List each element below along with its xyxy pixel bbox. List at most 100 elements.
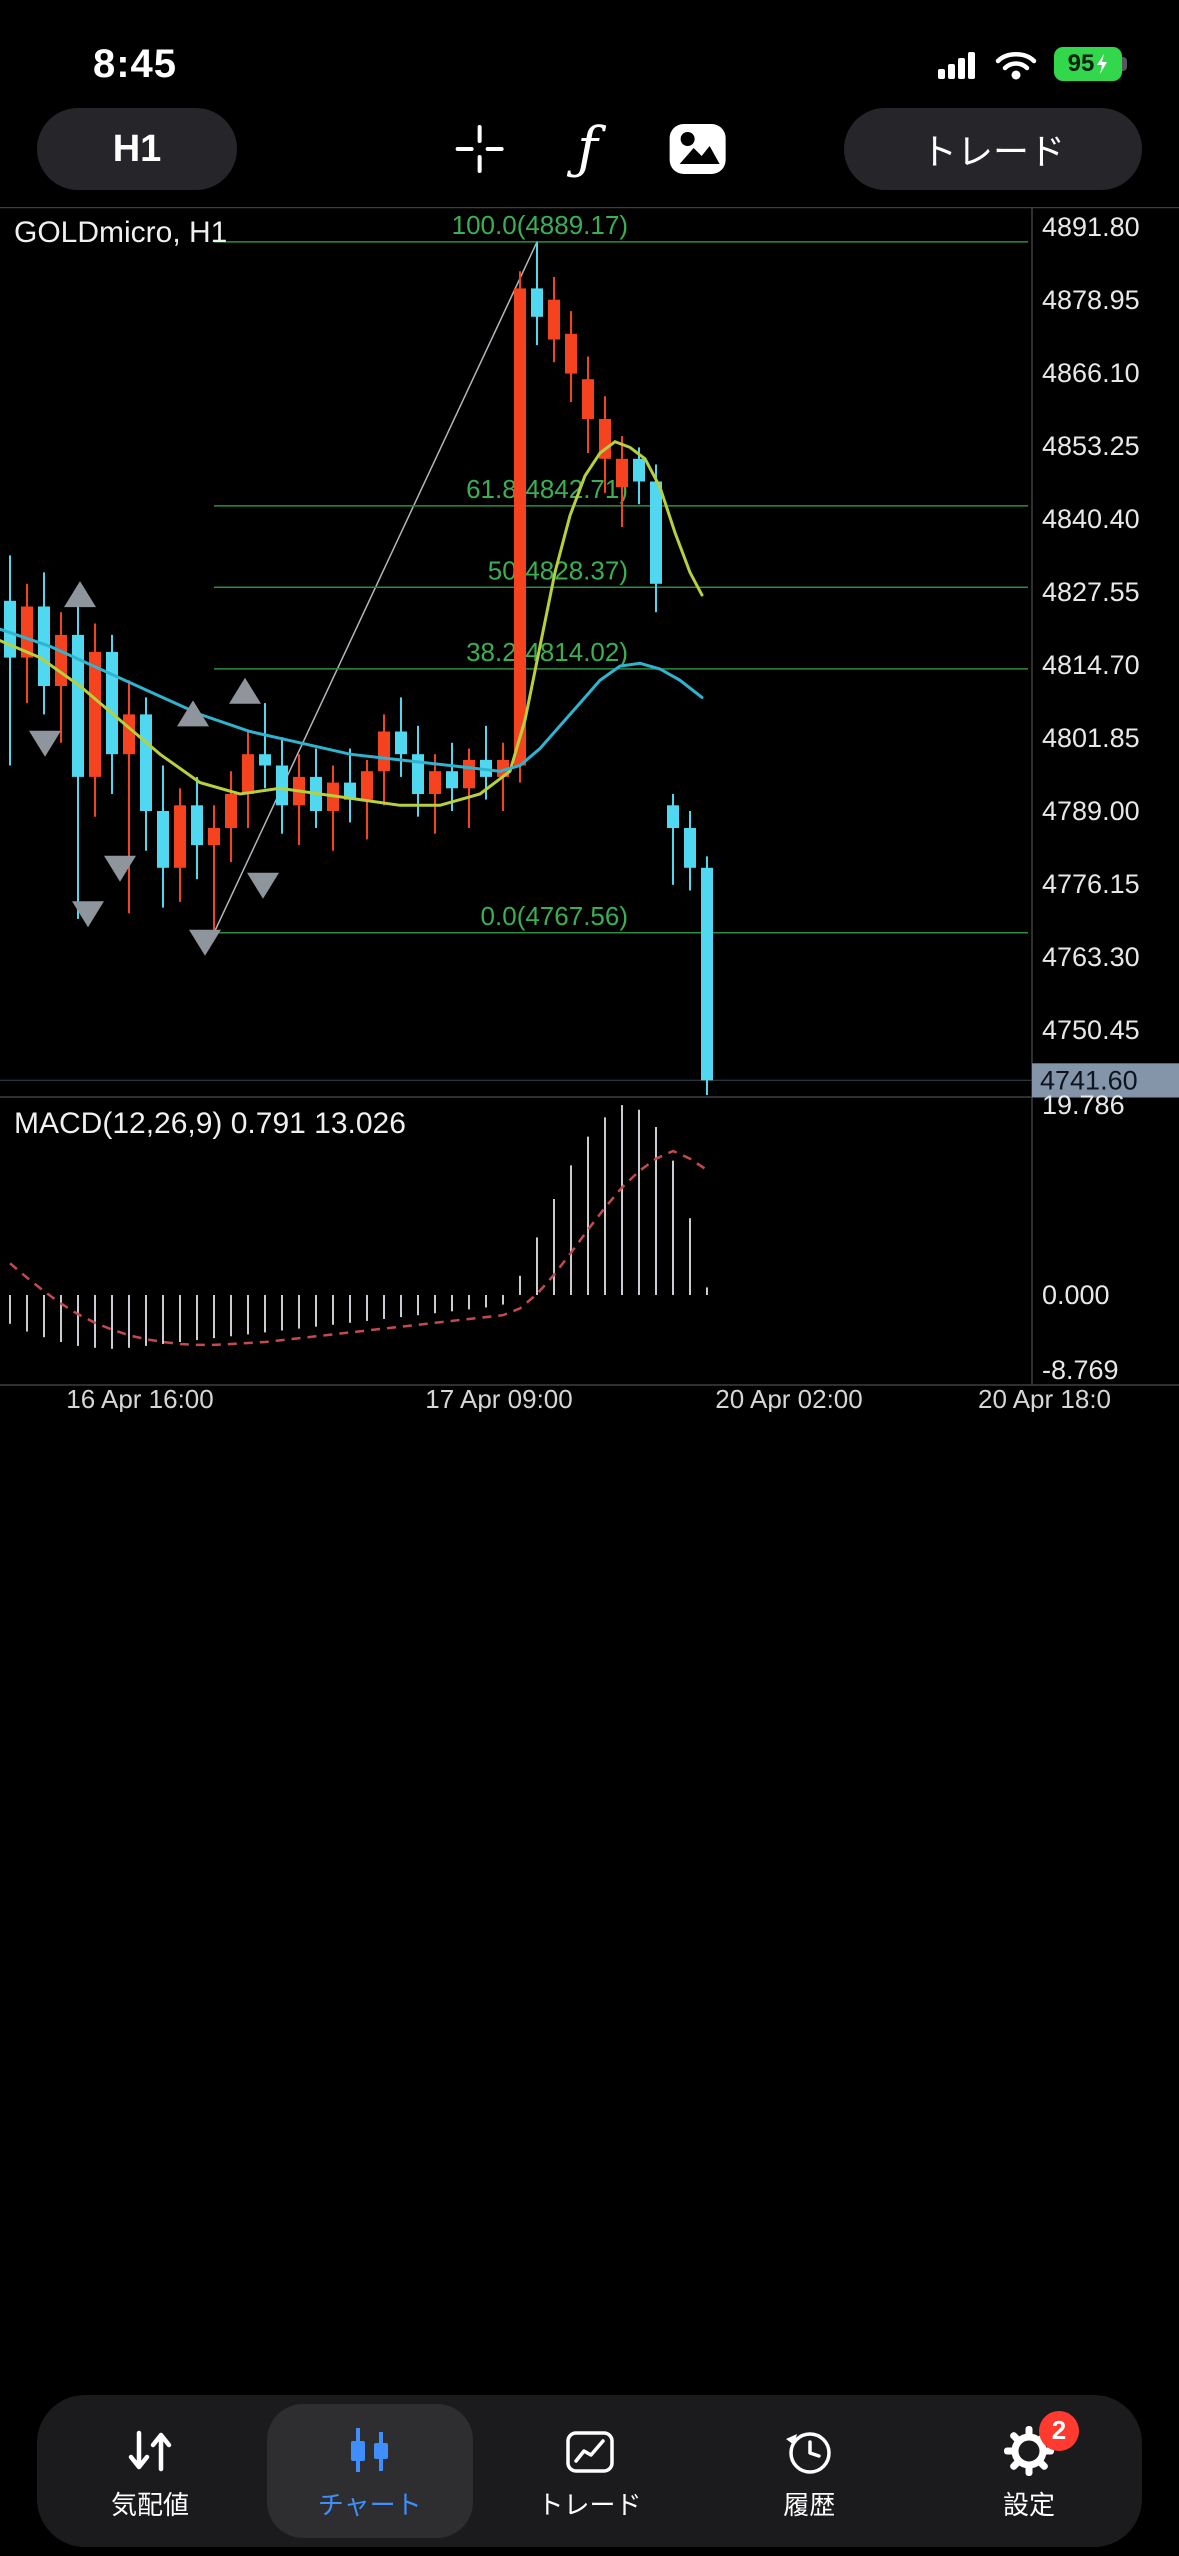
candlestick	[157, 765, 169, 908]
svg-text:4840.40: 4840.40	[1042, 504, 1140, 534]
arrow-down-icon	[72, 901, 104, 928]
candlestick	[344, 748, 356, 823]
svg-text:4827.55: 4827.55	[1042, 577, 1140, 607]
candlestick	[548, 277, 560, 363]
signal-arrows	[29, 581, 279, 956]
indicators-icon[interactable]: ƒ	[577, 116, 598, 181]
tab-quotes[interactable]: 気配値	[47, 2404, 253, 2538]
status-bar: 8:45 95	[0, 0, 1179, 114]
candlestick	[633, 447, 645, 505]
status-icons: 95	[938, 47, 1179, 81]
candlestick	[89, 623, 101, 817]
svg-text:4891.80: 4891.80	[1042, 212, 1140, 242]
svg-text:-8.769: -8.769	[1042, 1355, 1119, 1385]
arrow-up-icon	[177, 700, 209, 727]
candlestick	[446, 742, 458, 811]
tab-settings[interactable]: 2 設定	[926, 2404, 1132, 2538]
candlestick	[650, 464, 662, 613]
history-icon	[786, 2431, 831, 2474]
svg-text:4853.25: 4853.25	[1042, 431, 1140, 461]
battery-icon: 95	[1054, 47, 1127, 81]
time-axis[interactable]: 16 Apr 16:00 17 Apr 09:00 20 Apr 02:00 20 A…	[66, 1384, 1111, 1412]
candlestick	[531, 241, 543, 346]
svg-text:19.786: 19.786	[1042, 1090, 1125, 1120]
chart-frame	[0, 207, 1179, 1386]
macd-signal-line	[9, 1149, 708, 1347]
tab-chart-label: チャート	[317, 2489, 422, 2520]
arrow-down-icon	[247, 872, 279, 899]
candlestick	[327, 765, 339, 851]
candlestick	[242, 731, 254, 828]
tab-trade[interactable]: トレード	[487, 2404, 693, 2538]
timeframe-button[interactable]: H1	[37, 108, 237, 190]
tab-settings-label: 設定	[1002, 2489, 1055, 2520]
ma-slow-line	[0, 627, 704, 773]
candlestick	[463, 748, 475, 828]
arrow-down-icon	[29, 730, 61, 757]
svg-text:4750.45: 4750.45	[1042, 1015, 1140, 1045]
arrow-up-icon	[64, 581, 96, 608]
tab-history[interactable]: 履歴	[706, 2404, 912, 2538]
svg-text:20 Apr 02:00: 20 Apr 02:00	[715, 1384, 862, 1412]
svg-text:4789.00: 4789.00	[1042, 796, 1140, 826]
svg-text:16 Apr 16:00: 16 Apr 16:00	[66, 1384, 213, 1412]
crosshair-icon[interactable]	[451, 121, 507, 177]
svg-text:4741.60: 4741.60	[1040, 1065, 1138, 1095]
candlestick	[225, 771, 237, 863]
trade-button-label: トレード	[920, 131, 1065, 172]
objects-icon[interactable]	[668, 122, 728, 176]
tab-trade-label: トレード	[537, 2489, 642, 2520]
svg-text:4776.15: 4776.15	[1042, 869, 1140, 899]
candlestick	[310, 748, 322, 828]
arrow-down-icon	[104, 855, 136, 882]
battery-percent: 95	[1067, 50, 1095, 77]
macd-label: MACD(12,26,9) 0.791 13.026	[14, 1107, 406, 1140]
fib-retracement[interactable]: 100.0(4889.17)61.8(4842.71)50(4828.37)38…	[213, 210, 1028, 934]
svg-text:4763.30: 4763.30	[1042, 942, 1140, 972]
price-axis[interactable]: 4891.80 4878.95 4866.10 4853.25 4840.40 4827.…	[1042, 212, 1140, 1045]
price-chart[interactable]: 100.0(4889.17)61.8(4842.71)50(4828.37)38…	[0, 207, 1179, 1412]
wifi-icon	[995, 52, 1037, 80]
fib-level-label: 0.0(4767.56)	[481, 901, 628, 931]
candlestick	[565, 311, 577, 402]
svg-text:20 Apr 18:0: 20 Apr 18:0	[978, 1384, 1111, 1412]
tab-chart[interactable]: チャート	[266, 2404, 473, 2538]
tab-history-label: 履歴	[783, 2489, 836, 2520]
trade-button[interactable]: トレード	[844, 108, 1142, 190]
candlestick	[276, 737, 288, 834]
settings-badge: 2	[1039, 2410, 1079, 2451]
fib-level-label: 61.8(4842.71)	[466, 474, 628, 504]
arrow-up-icon	[229, 677, 261, 704]
candlestick	[191, 776, 203, 880]
candlestick	[293, 754, 305, 846]
candlestick	[412, 725, 424, 817]
chart-toolbar: H1 ƒ トレード	[0, 108, 1179, 194]
trade-icon	[565, 2430, 614, 2473]
ma-fast-line	[0, 440, 704, 807]
candlestick	[616, 436, 628, 527]
svg-text:0.000: 0.000	[1042, 1280, 1110, 1310]
chart-icon	[350, 2427, 388, 2472]
candlestick	[4, 555, 16, 766]
candlestick	[174, 788, 186, 902]
timeframe-label: H1	[112, 127, 162, 170]
candlestick	[140, 697, 152, 851]
candlestick	[123, 680, 135, 914]
candlestick	[684, 811, 696, 891]
candlestick	[667, 794, 679, 885]
quotes-icon	[128, 2430, 172, 2471]
candlestick	[55, 612, 67, 743]
cellular-signal-icon	[938, 52, 975, 79]
candlestick	[208, 805, 220, 933]
candlesticks[interactable]	[4, 241, 713, 1095]
candlestick	[429, 754, 441, 834]
svg-text:4866.10: 4866.10	[1042, 358, 1140, 388]
svg-text:17 Apr 09:00: 17 Apr 09:00	[425, 1384, 572, 1412]
candlestick	[378, 714, 390, 806]
status-time: 8:45	[92, 41, 178, 86]
tab-bar: 気配値 チャート	[37, 2395, 1142, 2547]
macd-histogram	[9, 1105, 708, 1349]
svg-text:4878.95: 4878.95	[1042, 285, 1140, 315]
candlestick	[395, 697, 407, 777]
